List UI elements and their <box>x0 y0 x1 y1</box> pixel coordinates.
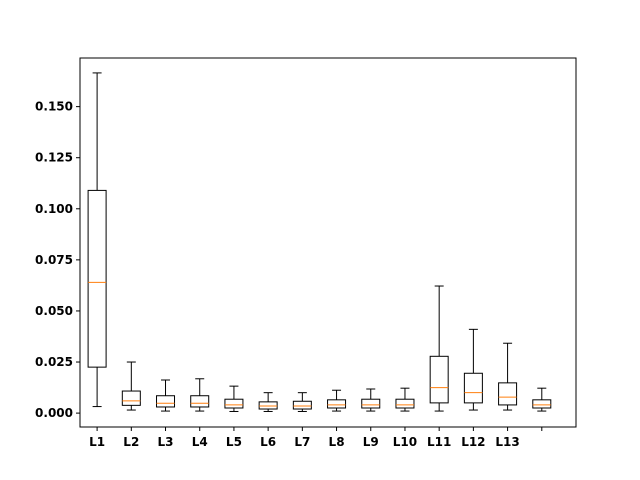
iqr-box <box>463 372 483 404</box>
y-tick-label: 0.125 <box>35 151 73 165</box>
x-tick-label: L11 <box>427 435 451 449</box>
x-axis: L1 L2 L3 L4 L5 L6 L7 L8 L9 L10 L11 L12 L13 <box>89 427 543 449</box>
box-4 <box>190 378 210 412</box>
box-9 <box>361 388 381 412</box>
x-tick-label: L1 <box>89 435 105 449</box>
iqr-box <box>190 395 210 408</box>
iqr-box <box>292 400 312 410</box>
box-10 <box>395 387 415 412</box>
box-6 <box>258 392 278 412</box>
x-tick-label: L9 <box>363 435 379 449</box>
iqr-box <box>429 355 449 404</box>
box-12 <box>463 328 483 411</box>
box-13 <box>498 342 518 411</box>
x-tick-label: L6 <box>260 435 276 449</box>
x-tick-label: L5 <box>226 435 242 449</box>
iqr-box <box>121 390 141 406</box>
y-tick-label: 0.150 <box>35 100 73 114</box>
iqr-box <box>258 401 278 410</box>
box-11 <box>429 285 449 412</box>
iqr-box <box>87 189 107 368</box>
y-tick-label: 0.025 <box>35 355 73 369</box>
x-tick-label: L10 <box>393 435 417 449</box>
x-tick-label: L2 <box>123 435 139 449</box>
box-3 <box>156 379 176 412</box>
x-tick-label: L13 <box>495 435 519 449</box>
plot-frame <box>79 57 577 428</box>
iqr-box <box>327 399 347 409</box>
x-tick-label: L3 <box>158 435 174 449</box>
iqr-box <box>156 395 176 408</box>
x-tick-label: L4 <box>192 435 208 449</box>
iqr-box <box>498 382 518 406</box>
iqr-box <box>395 398 415 409</box>
y-tick-label: 0.050 <box>35 304 73 318</box>
box-14 <box>532 387 552 412</box>
y-axis: 0.000 0.025 0.050 0.075 0.100 0.125 0.150 <box>35 100 80 420</box>
box-7 <box>292 392 312 412</box>
y-tick-label: 0.075 <box>35 253 73 267</box>
y-tick-label: 0.100 <box>35 202 73 216</box>
boxes-layer <box>87 72 552 412</box>
box-8 <box>327 389 347 412</box>
box-1 <box>87 72 107 408</box>
x-tick-label: L7 <box>294 435 310 449</box>
box-2 <box>121 361 141 411</box>
x-tick-label: L12 <box>461 435 485 449</box>
iqr-box <box>361 398 381 409</box>
iqr-box <box>224 398 244 409</box>
box-5 <box>224 385 244 412</box>
x-tick-label: L8 <box>329 435 345 449</box>
y-tick-label: 0.000 <box>35 406 73 420</box>
iqr-box <box>532 399 552 409</box>
